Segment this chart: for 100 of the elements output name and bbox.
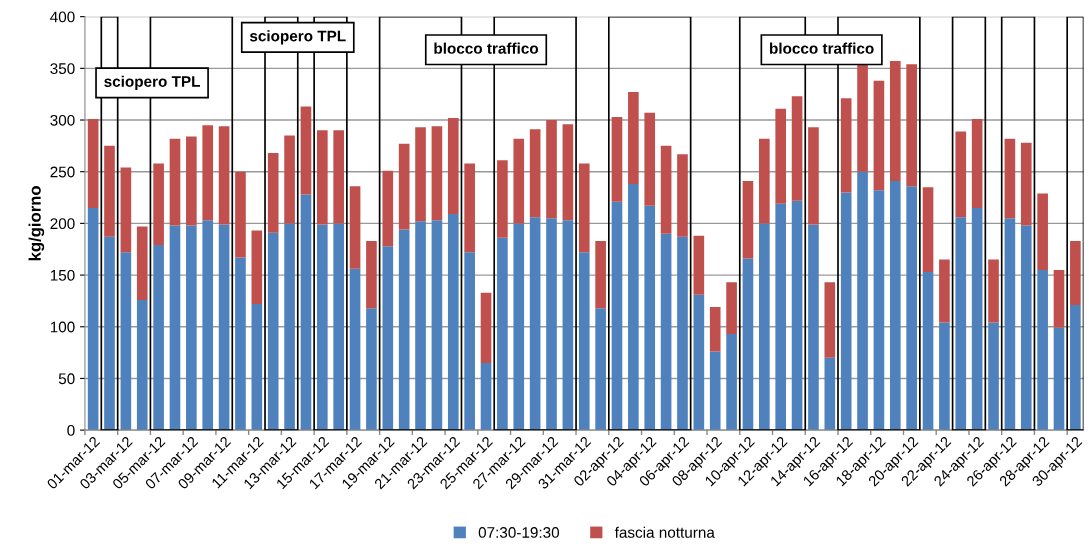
bar — [497, 160, 508, 238]
bar — [1070, 240, 1081, 306]
bar — [791, 96, 803, 201]
bar — [267, 232, 279, 431]
bar — [464, 252, 475, 431]
bar — [120, 252, 132, 431]
bar — [398, 229, 410, 431]
bar — [464, 163, 475, 253]
bar — [513, 138, 525, 224]
bar — [218, 126, 230, 225]
bar — [349, 186, 361, 269]
bar — [628, 184, 639, 431]
bar — [415, 221, 426, 431]
annotation: sciopero TPL — [249, 30, 346, 45]
bar — [431, 126, 443, 221]
bar — [169, 138, 181, 226]
y-axis-title: kg/giorno — [28, 186, 45, 261]
bar — [955, 131, 967, 218]
bar — [546, 120, 557, 219]
bar — [87, 207, 99, 431]
bar — [333, 223, 345, 431]
bar — [1037, 269, 1048, 431]
bar — [988, 322, 999, 431]
bar — [742, 258, 754, 431]
bar — [218, 224, 230, 431]
bar — [300, 106, 312, 195]
annotation: sciopero TPL — [104, 75, 200, 90]
bar — [709, 351, 721, 431]
bar — [644, 205, 656, 431]
bar — [709, 307, 721, 352]
bar — [136, 299, 148, 431]
bar — [349, 268, 361, 431]
bar — [1070, 305, 1081, 431]
bar — [480, 292, 492, 363]
bar — [104, 145, 115, 237]
bar — [889, 61, 901, 182]
annotation: blocco traffico — [434, 42, 539, 54]
y-tick-label: 400 — [50, 11, 75, 23]
bar — [693, 235, 705, 295]
bar — [677, 154, 688, 237]
bar — [939, 322, 950, 431]
bar — [808, 224, 819, 431]
bar — [447, 214, 459, 431]
bar — [644, 112, 656, 206]
bar — [595, 240, 606, 309]
bar — [808, 127, 819, 225]
bar — [578, 252, 590, 431]
bar — [562, 220, 574, 431]
bar — [971, 207, 983, 431]
bar — [153, 163, 164, 246]
bar — [595, 308, 606, 431]
bar — [120, 167, 132, 253]
bar — [873, 80, 885, 191]
bar — [988, 259, 999, 323]
bar — [300, 194, 312, 431]
bar — [382, 170, 394, 247]
bar — [169, 225, 181, 431]
bar — [366, 240, 377, 309]
bar — [578, 163, 590, 253]
bar — [104, 236, 115, 431]
bar — [480, 362, 492, 431]
bar — [235, 171, 246, 258]
bar — [366, 308, 377, 431]
bar — [1053, 269, 1065, 328]
legend-label: 07:30-19:30 — [478, 527, 560, 538]
bar — [939, 259, 950, 323]
y-tick-label: 200 — [50, 218, 75, 230]
bar — [759, 223, 770, 431]
bar — [955, 217, 967, 431]
bar — [889, 181, 901, 431]
bar — [235, 257, 246, 431]
bar — [431, 220, 443, 431]
bar — [546, 218, 557, 431]
bar — [775, 203, 787, 431]
bar — [153, 245, 164, 431]
bar — [857, 63, 868, 172]
bar — [186, 136, 197, 226]
bar — [759, 138, 770, 224]
bar — [1053, 327, 1065, 431]
bar — [922, 187, 934, 272]
bar — [742, 181, 754, 259]
bar — [497, 237, 508, 431]
bar — [660, 233, 672, 431]
bar — [1037, 193, 1048, 270]
y-tick-label: 50 — [58, 373, 75, 385]
bar — [136, 226, 148, 300]
bar — [971, 118, 983, 208]
annotation: blocco traffico — [770, 42, 874, 54]
bar — [317, 130, 328, 225]
bar — [333, 130, 345, 224]
bar — [1004, 138, 1016, 219]
bar — [447, 117, 459, 215]
bar — [1020, 142, 1032, 226]
bar — [775, 108, 787, 204]
bar — [529, 217, 541, 431]
y-tick-label: 150 — [50, 269, 75, 281]
bar — [840, 98, 852, 193]
bar — [415, 127, 426, 222]
y-tick-label: 100 — [50, 321, 75, 333]
bar — [267, 153, 279, 233]
